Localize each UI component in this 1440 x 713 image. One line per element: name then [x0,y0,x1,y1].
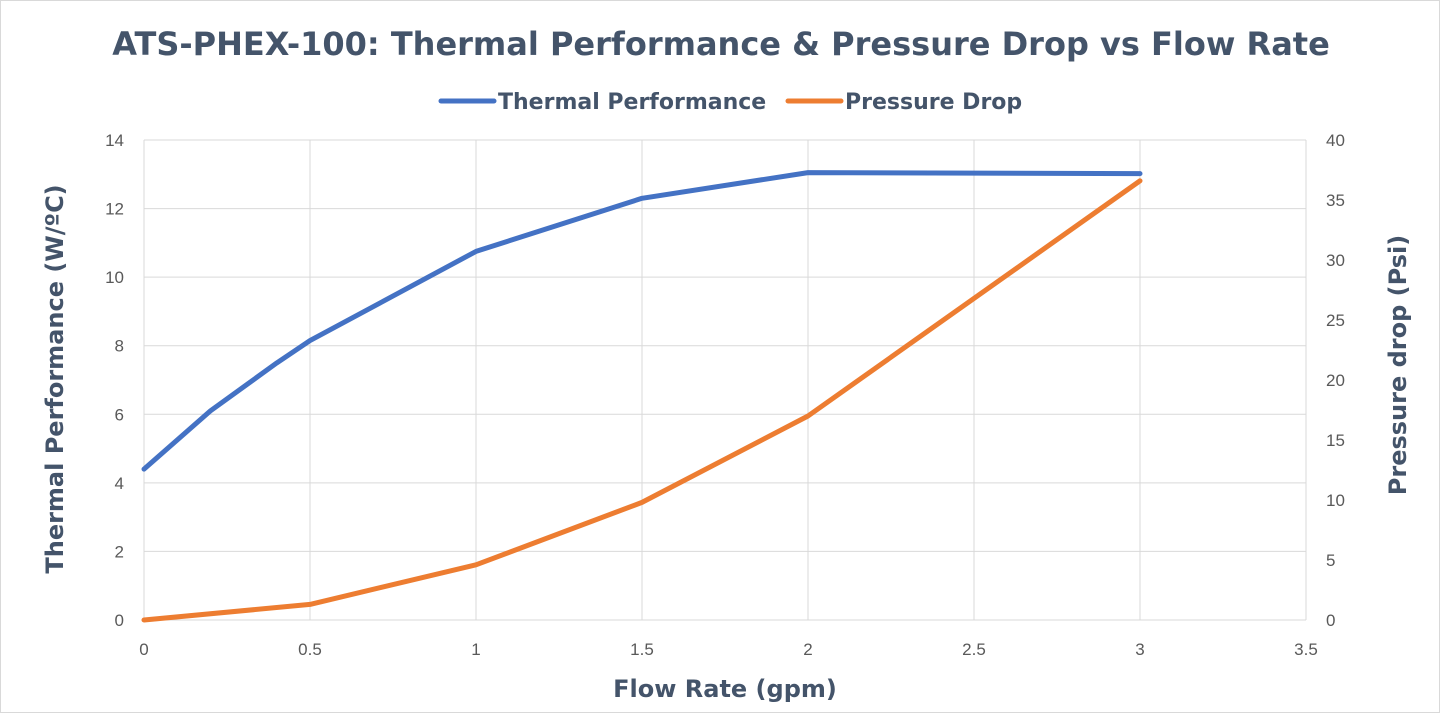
y-tick-label: 10 [105,268,124,287]
y2-tick-label: 15 [1326,431,1345,450]
y-tick-label: 0 [115,611,124,630]
chart-title: ATS-PHEX-100: Thermal Performance & Pres… [112,25,1330,63]
y2-tick-label: 5 [1326,551,1335,570]
y-tick-label: 14 [105,131,124,150]
series-lines [141,170,1143,623]
y-tick-label: 8 [115,337,124,356]
series-line-pressure-drop [141,178,1143,623]
x-tick-label: 0 [139,640,148,659]
y-tick-label: 2 [115,542,124,561]
x-tick-label: 0.5 [298,640,322,659]
y-tick-label: 6 [115,405,124,424]
legend: Thermal Performance Pressure Drop [438,90,1022,115]
x-tick-label: 1.5 [630,640,654,659]
y2-axis-title: Pressure drop (Psi) [1384,235,1412,495]
x-tick-label: 2.5 [962,640,986,659]
y2-tick-label: 20 [1326,371,1345,390]
y-axis-title: Thermal Performance (W/ºC) [41,184,69,573]
y-tick-label: 4 [115,474,124,493]
y2-tick-label: 0 [1326,611,1335,630]
x-tick-label: 2 [803,640,812,659]
gridlines [143,139,1307,621]
y-tick-label: 12 [105,200,124,219]
y2-tick-label: 30 [1326,251,1345,270]
x-tick-label: 3 [1135,640,1144,659]
y2-tick-label: 35 [1326,191,1345,210]
x-tick-label: 3.5 [1294,640,1318,659]
y2-tick-label: 40 [1326,131,1345,150]
y2-tick-label: 25 [1326,311,1345,330]
legend-label-thermal: Thermal Performance [498,90,766,115]
y2-tick-label: 10 [1326,491,1345,510]
x-tick-label: 1 [471,640,480,659]
legend-label-pressure: Pressure Drop [845,90,1022,115]
series-line-thermal-performance [141,170,1143,472]
x-axis-title: Flow Rate (gpm) [613,675,837,703]
tick-labels: 0 2 4 6 8 10 12 14 0 0.5 1 1.5 2 2.5 3 3.5 0 5 10 15 20 25 30 3… [105,131,1345,659]
